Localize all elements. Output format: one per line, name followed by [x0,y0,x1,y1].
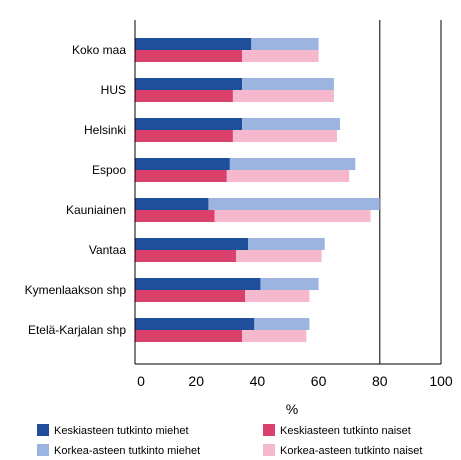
bar-7-2 [135,330,243,342]
category-label: Koko maa [72,43,126,57]
bar-6-2 [135,290,246,302]
bar-7-3 [242,330,307,342]
x-tick-label: 20 [188,373,204,389]
category-label: Helsinki [84,123,126,137]
bar-1-2 [135,90,233,102]
bar-0-3 [242,50,319,62]
bar-2-3 [232,130,337,142]
legend-label: Korkea-asteen tutkinto miehet [54,445,200,457]
category-label: Espoo [92,163,126,177]
bar-5-2 [135,250,236,262]
gridlines [379,20,442,364]
bar-7-1 [254,318,310,330]
bar-3-3 [226,170,350,182]
bar-7-0 [135,318,255,330]
legend-label: Keskiasteen tutkinto miehet [54,425,189,437]
legend-swatch [37,444,49,456]
bar-4-1 [208,198,380,210]
bar-0-2 [135,50,243,62]
bar-3-0 [135,158,230,170]
bar-1-0 [135,78,243,90]
legend-swatch [263,424,275,436]
bar-6-3 [245,290,310,302]
x-tick-label: 40 [250,373,266,389]
bar-5-1 [248,238,325,250]
bar-5-3 [235,250,322,262]
legend: Keskiasteen tutkinto miehet Korkea-asteen… [37,424,422,457]
bar-0-0 [135,38,252,50]
bar-6-1 [260,278,319,290]
category-label: Kymenlaakson shp [25,283,127,297]
bar-6-0 [135,278,261,290]
bar-2-0 [135,118,243,130]
bar-1-1 [242,78,334,90]
legend-swatch [263,444,275,456]
x-tick-label: 100 [429,373,453,389]
legend-label: Korkea-asteen tutkinto naiset [280,445,422,457]
category-label: Vantaa [89,243,126,257]
x-axis-label: % [286,401,298,417]
bar-1-3 [232,90,334,102]
x-tick-labels: 0 20 40 60 80 100 [137,373,453,389]
x-tick-label: 80 [372,373,388,389]
category-label: Etelä-Karjalan shp [28,323,126,337]
legend-label: Keskiasteen tutkinto naiset [280,425,411,437]
bar-5-0 [135,238,249,250]
bar-4-2 [135,210,215,222]
bar-0-1 [251,38,319,50]
category-label: Kauniainen [66,203,126,217]
axes [134,20,441,365]
x-tick-label: 60 [311,373,327,389]
x-tick-label: 0 [137,373,145,389]
bar-3-2 [135,170,227,182]
bar-2-1 [242,118,341,130]
category-labels: Koko maa HUS Helsinki Espoo Kauniainen Vantaa… [25,43,127,337]
bar-3-1 [229,158,356,170]
legend-swatch [37,424,49,436]
bar-4-0 [135,198,209,210]
bars [135,38,380,342]
bar-4-3 [214,210,371,222]
category-label: HUS [101,83,126,97]
bar-2-2 [135,130,233,142]
